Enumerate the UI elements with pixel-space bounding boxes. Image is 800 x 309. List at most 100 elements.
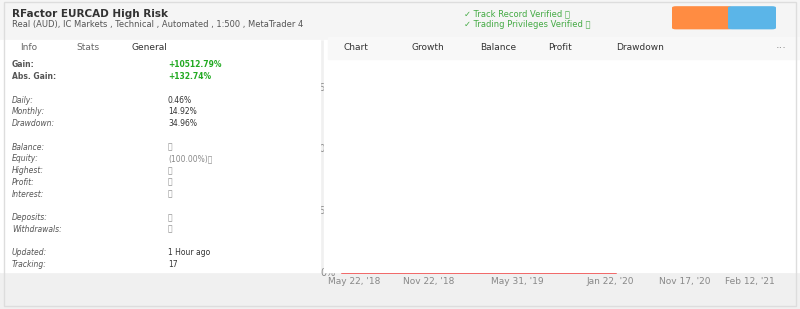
Bar: [622, 257, 626, 272]
Bar: [548, 136, 551, 272]
Bar: [558, 198, 561, 272]
Text: 🔒: 🔒: [168, 225, 173, 234]
Text: 34.96%: 34.96%: [168, 119, 197, 128]
Text: Withdrawals:: Withdrawals:: [12, 225, 62, 234]
Text: 17: 17: [168, 260, 178, 269]
Bar: [697, 252, 701, 272]
Bar: [669, 230, 673, 272]
Bar: [366, 124, 370, 272]
Bar: [599, 262, 602, 272]
Bar: [459, 153, 463, 272]
Bar: [678, 260, 682, 272]
Bar: [347, 242, 351, 272]
Bar: [650, 222, 654, 272]
Bar: [758, 222, 761, 272]
Bar: [734, 247, 738, 272]
Bar: [380, 62, 384, 272]
Bar: [431, 161, 435, 272]
Bar: [618, 252, 622, 272]
Bar: [692, 252, 696, 272]
Bar: [613, 247, 617, 272]
Text: Chart: Chart: [344, 43, 369, 53]
Text: RFactor EURCAD High Risk: RFactor EURCAD High Risk: [12, 9, 168, 19]
Bar: [753, 222, 757, 272]
Bar: [739, 247, 742, 272]
Bar: [478, 168, 482, 272]
Bar: [776, 237, 780, 272]
Bar: [357, 247, 360, 272]
Text: Stats: Stats: [76, 43, 99, 53]
Bar: [497, 193, 500, 272]
Text: Balance: Balance: [480, 43, 516, 53]
Bar: [394, 143, 398, 272]
Bar: [586, 252, 589, 272]
Text: +132.74%: +132.74%: [168, 72, 211, 81]
Bar: [385, 79, 388, 272]
Bar: [576, 242, 579, 272]
Bar: [748, 227, 752, 272]
Bar: [0, 40, 320, 272]
Bar: [525, 237, 528, 272]
Bar: [515, 218, 519, 272]
Bar: [566, 235, 570, 272]
Bar: [371, 136, 374, 272]
Text: 0.46%: 0.46%: [168, 95, 192, 105]
Bar: [342, 25, 615, 272]
Text: Deposits:: Deposits:: [12, 213, 48, 222]
Bar: [446, 148, 449, 272]
Bar: [450, 143, 454, 272]
Bar: [562, 203, 566, 272]
Text: 🔒: 🔒: [168, 178, 173, 187]
Bar: [711, 260, 714, 272]
Bar: [418, 148, 421, 272]
Text: 🔒: 🔒: [168, 142, 173, 152]
Bar: [426, 158, 430, 272]
FancyBboxPatch shape: [728, 6, 776, 29]
Bar: [324, 40, 800, 272]
FancyBboxPatch shape: [672, 6, 732, 29]
Text: Info: Info: [20, 43, 37, 53]
Text: Daily:: Daily:: [12, 95, 34, 105]
Bar: [502, 198, 505, 272]
Bar: [422, 153, 426, 272]
Text: (100.00%)🔒: (100.00%)🔒: [168, 154, 212, 163]
Text: Drawdown:: Drawdown:: [12, 119, 55, 128]
Text: Updated:: Updated:: [12, 248, 47, 257]
Bar: [781, 240, 785, 272]
Bar: [441, 143, 444, 272]
Bar: [487, 178, 491, 272]
Bar: [706, 257, 710, 272]
Bar: [590, 257, 594, 272]
Bar: [436, 136, 440, 272]
Text: Interest:: Interest:: [12, 189, 44, 199]
Bar: [362, 252, 365, 272]
Bar: [688, 247, 691, 272]
Text: 1 Hour ago: 1 Hour ago: [168, 248, 210, 257]
Bar: [660, 222, 663, 272]
Bar: [762, 227, 766, 272]
Bar: [683, 247, 686, 272]
Bar: [641, 267, 645, 272]
Bar: [454, 148, 458, 272]
Bar: [674, 232, 678, 272]
Bar: [399, 136, 402, 272]
Bar: [720, 265, 724, 272]
Text: Copy: Copy: [742, 13, 762, 22]
Bar: [767, 232, 770, 272]
Bar: [744, 242, 747, 272]
Text: Real (AUD), IC Markets , Technical , Automated , 1:500 , MetaTrader 4: Real (AUD), IC Markets , Technical , Aut…: [12, 20, 303, 29]
Text: 🔒: 🔒: [168, 213, 173, 222]
Bar: [510, 208, 514, 272]
Bar: [413, 148, 416, 272]
Text: ✓ Track Record Verified ⓘ: ✓ Track Record Verified ⓘ: [464, 9, 570, 19]
Bar: [665, 227, 668, 272]
Bar: [375, 129, 379, 272]
Bar: [716, 262, 719, 272]
Text: Tracking:: Tracking:: [12, 260, 47, 269]
Bar: [571, 240, 574, 272]
Bar: [553, 185, 556, 272]
Bar: [594, 260, 598, 272]
Text: Balance:: Balance:: [12, 142, 45, 152]
Bar: [609, 252, 612, 272]
Title: Drawdown(Percentage): Drawdown(Percentage): [501, 11, 631, 21]
